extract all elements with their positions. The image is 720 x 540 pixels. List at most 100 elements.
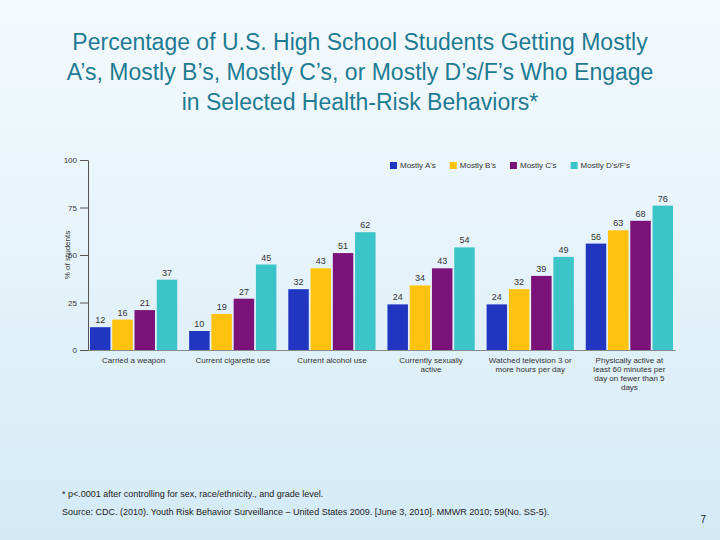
y-tick: 25 (68, 299, 88, 308)
bar (630, 221, 650, 350)
legend-item: Mostly D's/F's (571, 161, 630, 170)
text-line: least 60 minutes per (593, 365, 665, 374)
y-tick-mark (80, 350, 88, 351)
chart: Percentage of U.S. High School Students … (0, 0, 720, 540)
bar (355, 232, 375, 350)
y-tick-mark (80, 208, 88, 209)
series (157, 206, 673, 350)
bar (288, 289, 308, 350)
legend-item: Mostly A's (390, 161, 436, 170)
bar (387, 304, 407, 350)
legend-item: Mostly B's (450, 161, 496, 170)
x-tick-label: Watched television 3 ormore hours per da… (489, 356, 572, 374)
data-label: 68 (636, 209, 646, 219)
data-label: 32 (514, 277, 524, 287)
series (135, 221, 651, 350)
text-line: Current alcohol use (297, 356, 367, 365)
bar (487, 304, 507, 350)
y-tick: 0 (73, 346, 88, 355)
bar (333, 253, 353, 350)
legend-label: Mostly C's (520, 161, 557, 170)
bar (509, 289, 529, 350)
x-tick-label: Carried a weapon (102, 356, 165, 365)
y-axis-title: % of students (63, 231, 72, 279)
data-label: 62 (360, 220, 370, 230)
text-line: days (621, 383, 638, 392)
x-tick: Carried a weapon (102, 350, 165, 365)
legend-label: Mostly B's (460, 161, 496, 170)
data-label: 43 (437, 256, 447, 266)
data-label: 37 (162, 268, 172, 278)
bar (653, 206, 673, 350)
x-tick-label: Current alcohol use (297, 356, 367, 365)
bar (90, 327, 110, 350)
text-line: Currently sexually (399, 356, 463, 365)
bar (586, 244, 606, 350)
annotations: * p<.0001 after controlling for sex, rac… (62, 489, 706, 525)
bar (157, 280, 177, 350)
bar (256, 265, 276, 351)
y-tick: 100 (64, 156, 88, 165)
x-tick-label: Current cigarette use (195, 356, 270, 365)
legend-swatch (571, 162, 578, 169)
x-tick-label: Physically active atleast 60 minutes per… (593, 356, 665, 393)
y-tick-mark (80, 160, 88, 161)
y-tick-label: 75 (68, 204, 77, 213)
x-tick: Physically active atleast 60 minutes per… (593, 350, 665, 392)
legend-item: Mostly C's (510, 161, 557, 170)
data-label: 16 (117, 308, 127, 318)
data-label: 43 (316, 256, 326, 266)
data-label: 56 (591, 232, 601, 242)
series (90, 244, 606, 350)
bars (90, 206, 673, 350)
legend-label: Mostly A's (400, 161, 436, 170)
x-tick: Current alcohol use (297, 350, 367, 365)
data-label: 63 (613, 218, 623, 228)
legend: Mostly A's Mostly B's Mostly C's Mostly D's… (390, 161, 630, 170)
y-tick-mark (80, 255, 88, 256)
bar (531, 276, 551, 350)
bar (553, 257, 573, 350)
text-line: Percentage of U.S. High School Students … (72, 29, 648, 55)
text-line: active (421, 365, 442, 374)
x-tick: Currently sexuallyactive (399, 350, 463, 374)
data-label: 21 (140, 298, 150, 308)
data-label: 27 (239, 287, 249, 297)
data-label: 54 (459, 235, 469, 245)
bar (432, 268, 452, 350)
data-label: 39 (536, 264, 546, 274)
data-label: 32 (294, 277, 304, 287)
data-label: 76 (658, 194, 668, 204)
legend-swatch (390, 162, 397, 169)
bar (112, 320, 132, 350)
x-axis: Carried a weapon Current cigarette use Cur… (89, 350, 676, 392)
data-label: 10 (194, 319, 204, 329)
text-line: in Selected Health-Risk Behaviors* (182, 89, 539, 115)
legend-swatch (450, 162, 457, 169)
data-label: 19 (217, 302, 227, 312)
bar (234, 299, 254, 350)
bar (454, 247, 474, 350)
data-label: 12 (95, 315, 105, 325)
x-tick: Watched television 3 ormore hours per da… (489, 350, 572, 374)
data-label: 24 (393, 292, 403, 302)
y-tick-label: 100 (64, 156, 78, 165)
data-label: 45 (261, 253, 271, 263)
y-tick-mark (80, 303, 88, 304)
y-tick-label: 0 (73, 346, 78, 355)
text-line: Carried a weapon (102, 356, 165, 365)
text-line: A’s, Mostly B’s, Mostly C’s, or Mostly D… (67, 59, 654, 85)
data-label: 51 (338, 241, 348, 251)
bar (608, 230, 628, 350)
bar (135, 310, 155, 350)
text-line: day on fewer than 5 (594, 374, 665, 383)
x-tick: Current cigarette use (195, 350, 270, 365)
y-axis: 0255075100 (64, 156, 89, 355)
bar (311, 268, 331, 350)
y-tick-label: 25 (68, 299, 77, 308)
page-number: 7 (700, 514, 706, 525)
footnote: * p<.0001 after controlling for sex, rac… (62, 489, 323, 499)
text-line: Watched television 3 or (489, 356, 572, 365)
legend-swatch (510, 162, 517, 169)
bar (410, 285, 430, 350)
